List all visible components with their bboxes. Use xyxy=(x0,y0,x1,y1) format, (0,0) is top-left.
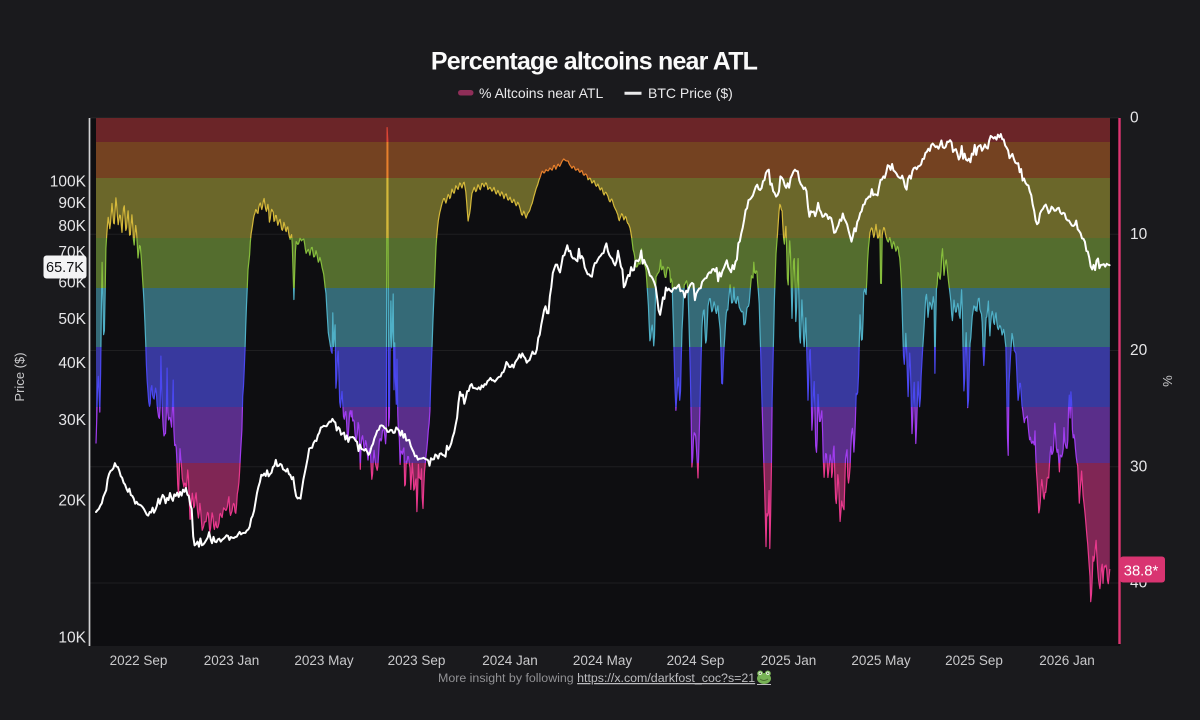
svg-text:0: 0 xyxy=(1130,110,1139,127)
svg-text:More insight by following http: More insight by following https://x.com/… xyxy=(438,671,755,685)
svg-text:50K: 50K xyxy=(58,311,86,328)
svg-text:2025 Jan: 2025 Jan xyxy=(761,653,817,668)
svg-text:80K: 80K xyxy=(58,218,86,235)
svg-text:2025 May: 2025 May xyxy=(851,653,911,668)
svg-text:%: % xyxy=(1160,375,1175,387)
svg-text:60K: 60K xyxy=(58,275,86,292)
svg-text:10K: 10K xyxy=(58,630,86,647)
svg-text:38.8*: 38.8* xyxy=(1124,564,1159,580)
svg-text:90K: 90K xyxy=(58,195,86,212)
svg-text:2024 Sep: 2024 Sep xyxy=(667,653,725,668)
svg-text:100K: 100K xyxy=(50,174,87,191)
svg-text:30: 30 xyxy=(1130,458,1148,475)
svg-text:65.7K: 65.7K xyxy=(46,260,84,276)
svg-text:BTC Price ($): BTC Price ($) xyxy=(648,85,733,101)
svg-text:20K: 20K xyxy=(58,492,86,509)
svg-text:2025 Sep: 2025 Sep xyxy=(945,653,1003,668)
svg-text:2023 May: 2023 May xyxy=(294,653,354,668)
svg-text:2026 Jan: 2026 Jan xyxy=(1039,653,1095,668)
svg-text:10: 10 xyxy=(1130,226,1148,243)
svg-text:2023 Jan: 2023 Jan xyxy=(204,653,260,668)
svg-text:Price ($): Price ($) xyxy=(12,352,27,401)
svg-text:2022 Sep: 2022 Sep xyxy=(110,653,168,668)
svg-text:2024 Jan: 2024 Jan xyxy=(482,653,538,668)
svg-text:% Altcoins near ATL: % Altcoins near ATL xyxy=(479,85,603,101)
svg-text:40K: 40K xyxy=(58,355,86,372)
svg-text:20: 20 xyxy=(1130,342,1148,359)
svg-text:30K: 30K xyxy=(58,412,86,429)
svg-text:2023 Sep: 2023 Sep xyxy=(388,653,446,668)
svg-text:2024 May: 2024 May xyxy=(573,653,633,668)
svg-text:Percentage altcoins near ATL: Percentage altcoins near ATL xyxy=(431,48,758,76)
